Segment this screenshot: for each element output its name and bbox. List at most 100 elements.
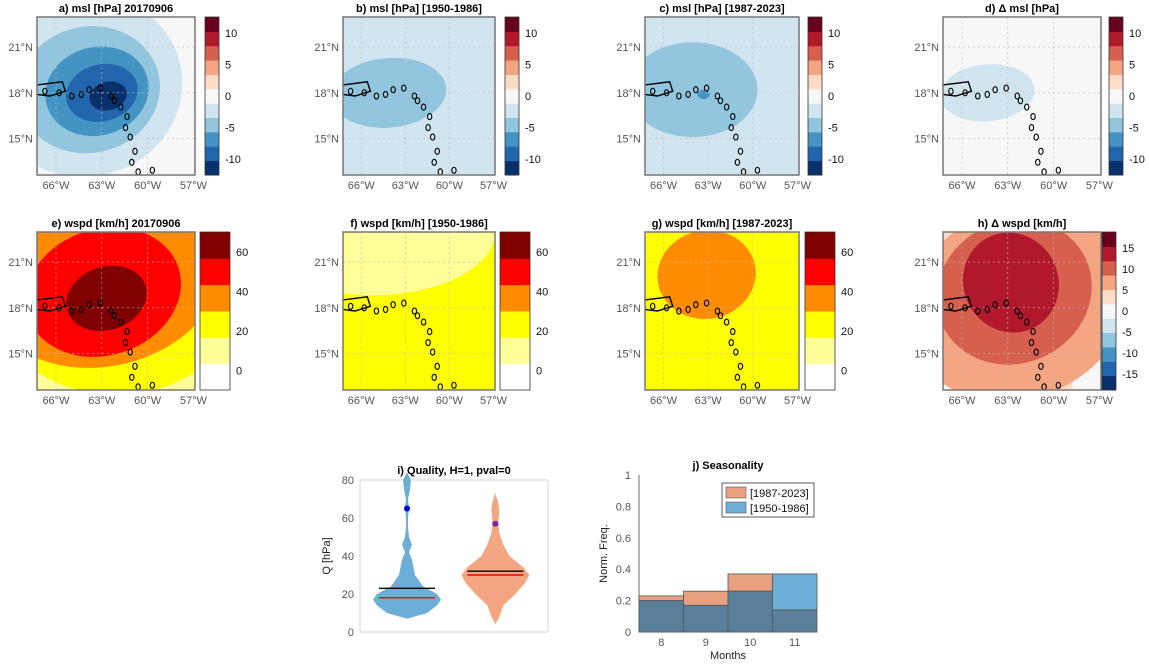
panel-title: h) Δ wspd [km/h]: [978, 218, 1067, 230]
lat-tick-label: 18°N: [314, 303, 339, 315]
island: [129, 158, 135, 166]
island: [663, 89, 670, 97]
colorbar-tick-label: 10: [1122, 264, 1134, 276]
colorbar-segment: [205, 117, 219, 133]
colorbar-tick-label: -10: [225, 154, 241, 166]
colorbar-segment: [808, 31, 822, 47]
colorbar-tick-label: -10: [828, 154, 844, 166]
contour-level: [645, 42, 758, 138]
legend: [1987-2023] [1950-1986]: [721, 482, 815, 518]
colorbar-segment: [505, 117, 519, 133]
coastline: [343, 296, 372, 312]
island: [78, 305, 84, 313]
island: [382, 90, 389, 98]
colorbar-segment: [505, 88, 519, 104]
colorbar-segment: [200, 232, 230, 259]
lat-tick-label: 18°N: [616, 303, 641, 315]
y-tick-label: 0.2: [616, 596, 631, 608]
island: [693, 86, 699, 94]
colorbar-segment: [808, 17, 822, 32]
island: [734, 373, 741, 381]
colorbar-segment: [205, 74, 219, 90]
legend-label: [1987-2023]: [750, 488, 809, 500]
coastline: [645, 296, 674, 312]
colorbar-segment: [505, 45, 519, 61]
colorbar-segment: [200, 337, 230, 365]
lon-tick-label: 66°W: [348, 180, 376, 192]
colorbar-segment: [205, 146, 219, 162]
colorbar-segment: [808, 74, 822, 90]
island: [975, 92, 981, 100]
island: [1003, 299, 1009, 307]
y-tick-label: 1: [625, 470, 631, 482]
island: [149, 166, 156, 174]
lon-tick-label: 57°W: [1086, 180, 1114, 192]
lat-tick-label: 21°N: [914, 257, 939, 269]
island: [1023, 318, 1030, 326]
coastline: [343, 81, 372, 97]
contour-level: [943, 64, 1035, 122]
lon-tick-label: 60°W: [436, 395, 464, 407]
bar: [638, 595, 684, 602]
island: [948, 87, 954, 95]
lon-tick-label: 63°W: [88, 395, 116, 407]
island: [122, 339, 129, 347]
map-panels: a) msl [hPa] 20170906 21°N 18°N 15°N 66°W 63°…: [8, 3, 1144, 407]
island: [733, 348, 739, 356]
lon-tick-label: 66°W: [650, 180, 678, 192]
island: [149, 381, 156, 389]
colorbar-segment: [1102, 275, 1116, 290]
island: [723, 318, 730, 326]
island: [1014, 307, 1021, 315]
island: [717, 97, 724, 105]
island: [426, 327, 433, 336]
island: [42, 87, 48, 95]
island: [347, 87, 354, 95]
lat-tick-label: 15°N: [914, 349, 939, 361]
panel-title: c) msl [hPa] [1987-2023]: [659, 3, 785, 15]
island: [117, 318, 124, 326]
lat-tick-label: 21°N: [616, 42, 641, 54]
island: [728, 124, 734, 132]
lon-tick-label: 57°W: [784, 180, 812, 192]
island: [1030, 327, 1036, 336]
island: [411, 307, 418, 315]
coastline: [645, 81, 674, 97]
lat-tick-label: 18°N: [914, 303, 939, 315]
colorbar-segment: [1109, 88, 1123, 104]
colorbar-tick-label: 20: [236, 326, 248, 338]
colorbar-segment: [505, 103, 519, 119]
panel-title: a) msl [hPa] 20170906: [59, 3, 173, 15]
island: [78, 90, 84, 98]
island: [685, 90, 691, 98]
colorbar-segment: [1102, 361, 1116, 377]
island: [1023, 103, 1030, 111]
island: [425, 339, 431, 347]
island: [401, 299, 407, 307]
lat-tick-label: 21°N: [314, 42, 339, 54]
map-field: [343, 232, 495, 390]
lon-tick-label: 63°W: [392, 180, 420, 192]
lat-tick-label: 21°N: [8, 257, 33, 269]
lon-tick-label: 57°W: [180, 180, 208, 192]
island: [132, 362, 138, 370]
colorbar-segment: [205, 31, 219, 47]
map-frame: [644, 16, 800, 176]
island: [451, 381, 457, 389]
colorbar-tick-label: -10: [1122, 348, 1138, 360]
legend-label: [1950-1986]: [750, 503, 809, 515]
island: [86, 301, 92, 309]
island: [1017, 312, 1024, 320]
island: [411, 92, 418, 100]
colorbar-segment: [805, 337, 835, 365]
map-panel: f) wspd [km/h] [1950-1986] 21°N 18°N 15°N 66…: [314, 218, 548, 407]
colorbar-segment: [505, 131, 519, 147]
colorbar-tick-label: 0: [1129, 91, 1135, 103]
lat-tick-label: 21°N: [8, 42, 33, 54]
island: [728, 339, 734, 347]
island: [754, 166, 761, 174]
y-tick-label: 0.4: [616, 564, 631, 576]
island: [361, 89, 368, 97]
colorbar-frame: [1101, 231, 1117, 391]
